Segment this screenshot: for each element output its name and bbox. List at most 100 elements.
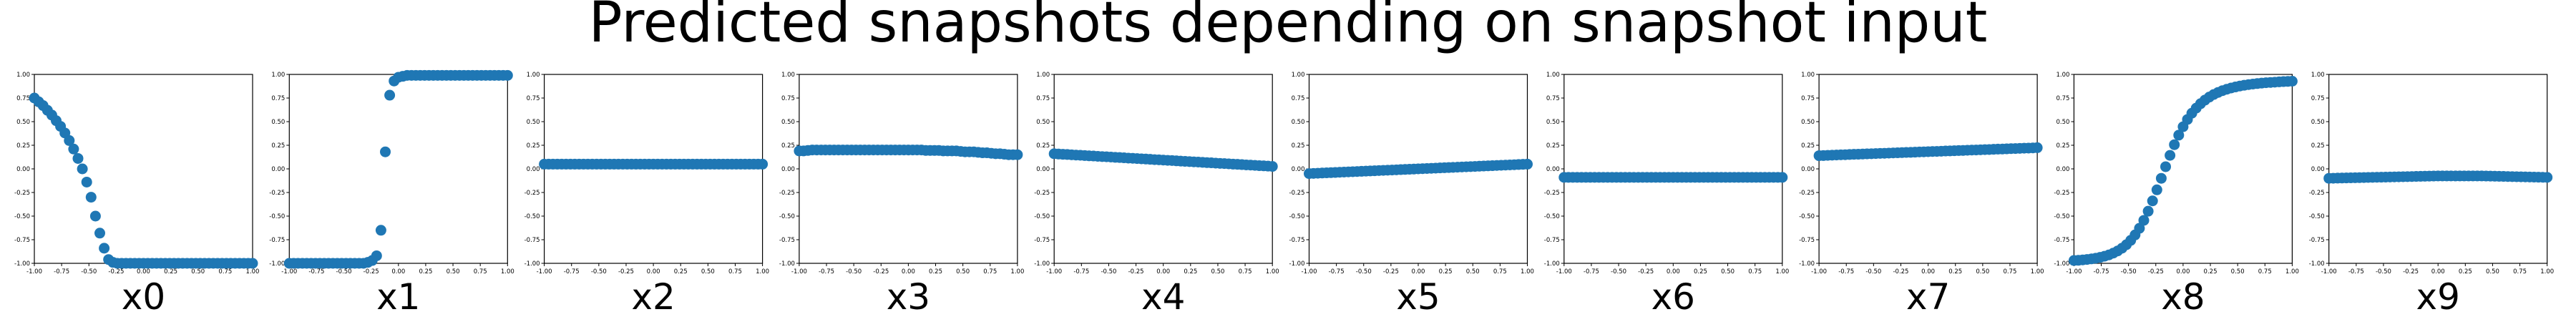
x-tick-label: 0.25 [1439, 268, 1453, 275]
panel-frame [2073, 74, 2293, 264]
data-point [68, 143, 79, 155]
x-tick-label: -0.50 [1611, 268, 1626, 275]
x-tick-label: 0.25 [2204, 268, 2218, 275]
x-tick-label: 0.50 [447, 268, 460, 275]
data-point [2138, 215, 2150, 226]
x-tick-label: -1.00 [1046, 268, 1062, 275]
y-tick-label: 0.25 [271, 142, 285, 150]
x-tick-label: 0.50 [1976, 268, 1989, 275]
x-tick-label: -1.00 [791, 268, 807, 275]
x-tick-label: 1.00 [1775, 268, 1789, 275]
y-tick-label: 0.25 [1292, 142, 1305, 150]
data-point [64, 135, 75, 146]
y-tick-label: -0.50 [2309, 213, 2325, 220]
data-point [502, 69, 513, 81]
x-tick-label: 0.25 [1694, 268, 1707, 275]
x-tick-label: 0.25 [419, 268, 432, 275]
y-tick-label: -1.00 [269, 260, 285, 268]
panel-x3: -1.00 -0.75 -0.50 -0.25 0.00 0.25 0.50 0.75 1.00… [779, 72, 1024, 318]
data-point [375, 225, 386, 236]
data-point [2165, 150, 2176, 161]
y-tick-label: 0.75 [1292, 95, 1305, 102]
x-tick-label: 0.00 [391, 268, 405, 275]
y-tick-label: -0.25 [269, 190, 285, 197]
x-tick-label: 0.75 [1493, 268, 1507, 275]
data-point [99, 243, 110, 254]
y-tick-label: 0.50 [1546, 119, 1560, 126]
x-tick-label: 0.25 [2459, 268, 2472, 275]
y-tick-label: 0.50 [16, 119, 30, 126]
x-tick-label: -0.25 [618, 268, 634, 275]
x-tick-label: -0.25 [1638, 268, 1654, 275]
x-tick-label: 0.25 [1184, 268, 1197, 275]
data-point [757, 158, 769, 170]
x-tick-label: 0.50 [2231, 268, 2245, 275]
data-point [380, 146, 391, 157]
y-tick-label: 0.50 [1036, 119, 1050, 126]
y-tick-label: 0.00 [1546, 166, 1560, 173]
y-tick-label: -1.00 [1799, 260, 1815, 268]
panel-frame [799, 74, 1018, 264]
x-tick-label: 0.00 [647, 268, 660, 275]
x-tick-label: 0.75 [218, 268, 232, 275]
panels-group: -1.00 -0.75 -0.50 -0.25 0.00 0.25 0.50 0.75 1.00… [14, 69, 2554, 318]
x-tick-label: 1.00 [1521, 268, 1534, 275]
x-tick-label: 0.75 [1239, 268, 1252, 275]
data-point [1522, 158, 1533, 170]
y-tick-label: -0.25 [14, 190, 30, 197]
y-tick-label: 0.25 [527, 142, 540, 150]
y-tick-label: 1.00 [16, 72, 30, 79]
y-tick-label: 0.75 [271, 95, 285, 102]
y-tick-label: -0.25 [1289, 190, 1305, 197]
data-point [1012, 149, 1023, 160]
x-tick-label: 0.00 [2431, 268, 2445, 275]
y-tick-label: 0.25 [2311, 142, 2325, 150]
x-tick-label: -0.25 [1128, 268, 1144, 275]
panel-frame [34, 74, 253, 264]
y-tick-label: 0.75 [781, 95, 795, 102]
x-tick-label: 0.00 [1412, 268, 1425, 275]
y-tick-label: 0.00 [1292, 166, 1305, 173]
y-tick-label: 0.00 [1801, 166, 1815, 173]
x-tick-label: -1.00 [2066, 268, 2082, 275]
y-tick-label: -1.00 [525, 260, 540, 268]
y-tick-label: -0.50 [779, 213, 795, 220]
y-tick-label: -1.00 [2309, 260, 2325, 268]
x-tick-label: -0.75 [1073, 268, 1089, 275]
x-tick-label: 1.00 [756, 268, 769, 275]
y-tick-label: -0.50 [14, 213, 30, 220]
x-tick-label: 0.50 [1211, 268, 1224, 275]
y-tick-label: -0.25 [1034, 190, 1050, 197]
y-tick-label: 0.50 [2056, 119, 2069, 126]
y-tick-label: 0.00 [527, 166, 540, 173]
x-tick-label: -0.75 [1584, 268, 1599, 275]
data-point [1267, 161, 1278, 172]
panel-frame [1563, 74, 1783, 264]
x-tick-label: -0.25 [364, 268, 379, 275]
y-tick-label: 0.00 [781, 166, 795, 173]
y-tick-label: 1.00 [2311, 72, 2325, 79]
x-tick-label: 0.00 [2176, 268, 2190, 275]
data-point [2169, 139, 2180, 150]
x-tick-label: -0.25 [873, 268, 889, 275]
x-tick-label: -0.50 [2376, 268, 2391, 275]
x-tick-label: 1.00 [501, 268, 514, 275]
panel-x4: -1.00 -0.75 -0.50 -0.25 0.00 0.25 0.50 0.75 1.00… [1034, 72, 1279, 318]
x-tick-label: 0.50 [2486, 268, 2499, 275]
x-tick-label: -1.00 [26, 268, 42, 275]
y-tick-label: -0.75 [525, 237, 540, 244]
x-tick-label: 0.75 [474, 268, 487, 275]
y-tick-label: 0.25 [1546, 142, 1560, 150]
y-tick-label: 1.00 [1546, 72, 1560, 79]
y-tick-label: 0.00 [2311, 166, 2325, 173]
y-tick-label: -0.25 [2309, 190, 2325, 197]
y-tick-label: -1.00 [1034, 260, 1050, 268]
panel-x0: -1.00 -0.75 -0.50 -0.25 0.00 0.25 0.50 0.75 1.00… [14, 72, 259, 318]
y-tick-label: 0.25 [16, 142, 30, 150]
x-tick-label: -0.75 [819, 268, 834, 275]
y-tick-label: -0.50 [1034, 213, 1050, 220]
x-tick-label: 0.75 [2004, 268, 2017, 275]
x-tick-label: 0.50 [1721, 268, 1735, 275]
y-tick-label: 1.00 [271, 72, 285, 79]
x-tick-label: 0.00 [137, 268, 150, 275]
